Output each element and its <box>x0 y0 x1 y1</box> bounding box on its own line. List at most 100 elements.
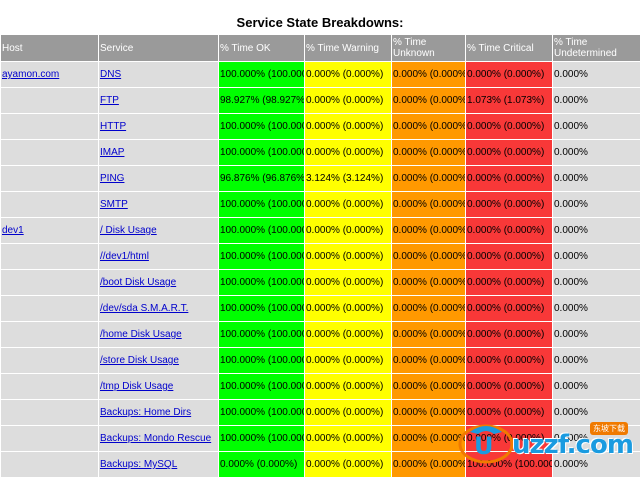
service-link[interactable]: Backups: MySQL <box>100 459 178 470</box>
cell-time-undetermined: 0.000% <box>552 243 640 270</box>
table-row: /dev/sda S.M.A.R.T.100.000% (100.000%)0.… <box>0 295 640 322</box>
cell-host: dev1 <box>0 217 99 244</box>
cell-host <box>0 321 99 348</box>
watermark-text: uzzf.com <box>512 430 634 460</box>
cell-time-warning: 0.000% (0.000%) <box>304 243 392 270</box>
cell-host <box>0 191 99 218</box>
service-link[interactable]: SMTP <box>100 199 128 210</box>
column-header-undetermined[interactable]: % Time Undetermined <box>552 34 640 62</box>
cell-time-unknown: 0.000% (0.000%) <box>391 399 466 426</box>
cell-service: SMTP <box>98 191 219 218</box>
cell-service: Backups: MySQL <box>98 451 219 478</box>
cell-time-critical: 100.000% (100.000%) <box>465 451 553 478</box>
cell-service: Backups: Mondo Rescue <box>98 425 219 452</box>
cell-service: IMAP <box>98 139 219 166</box>
cell-time-ok: 100.000% (100.000%) <box>218 217 305 244</box>
cell-time-undetermined: 0.000% <box>552 373 640 400</box>
page-title: Service State Breakdowns: <box>236 15 404 30</box>
host-link[interactable]: dev1 <box>2 225 24 236</box>
cell-time-ok: 100.000% (100.000%) <box>218 61 305 88</box>
service-link[interactable]: PING <box>100 173 125 184</box>
cell-time-ok: 98.927% (98.927%) <box>218 87 305 114</box>
cell-host <box>0 347 99 374</box>
cell-time-undetermined: 0.000% <box>552 165 640 192</box>
cell-time-critical: 0.000% (0.000%) <box>465 165 553 192</box>
cell-time-critical: 0.000% (0.000%) <box>465 61 553 88</box>
table-row: ayamon.com DNS 100.000% (100.000%) 0.000% (… <box>0 61 640 88</box>
service-link[interactable]: DNS <box>100 69 122 80</box>
cell-time-warning: 0.000% (0.000%) <box>304 425 392 452</box>
cell-service: /boot Disk Usage <box>98 269 219 296</box>
cell-time-undetermined: 0.000% <box>552 139 640 166</box>
cell-time-warning: 0.000% (0.000%) <box>304 347 392 374</box>
service-link[interactable]: //dev1/html <box>100 251 149 262</box>
cell-time-undetermined: 0.000% <box>552 191 640 218</box>
cell-time-ok: 0.000% (0.000%) <box>218 451 305 478</box>
cell-time-undetermined: 0.000% <box>552 321 640 348</box>
column-header-unknown[interactable]: % Time Unknown <box>391 34 466 62</box>
cell-time-ok: 100.000% (100.000%) <box>218 347 305 374</box>
cell-host <box>0 451 99 478</box>
service-link[interactable]: / Disk Usage <box>100 225 157 236</box>
cell-time-unknown: 0.000% (0.000%) <box>391 321 466 348</box>
watermark-badge: 东坡下载 <box>590 422 628 435</box>
cell-time-warning: 0.000% (0.000%) <box>304 321 392 348</box>
cell-time-critical: 0.000% (0.000%) <box>465 347 553 374</box>
service-link[interactable]: /dev/sda S.M.A.R.T. <box>100 303 189 314</box>
cell-service: /home Disk Usage <box>98 321 219 348</box>
cell-host <box>0 399 99 426</box>
cell-time-ok: 100.000% (100.000%) <box>218 269 305 296</box>
service-link[interactable]: /home Disk Usage <box>100 329 182 340</box>
cell-time-unknown: 0.000% (0.000%) <box>391 61 466 88</box>
cell-time-unknown: 0.000% (0.000%) <box>391 113 466 140</box>
service-link[interactable]: /boot Disk Usage <box>100 277 177 288</box>
column-header-host[interactable]: Host <box>0 34 99 62</box>
cell-time-critical: 0.000% (0.000%) <box>465 243 553 270</box>
cell-time-unknown: 0.000% (0.000%) <box>391 425 466 452</box>
cell-time-critical: 0.000% (0.000%) <box>465 217 553 244</box>
service-link[interactable]: HTTP <box>100 121 127 132</box>
cell-time-warning: 0.000% (0.000%) <box>304 451 392 478</box>
cell-time-unknown: 0.000% (0.000%) <box>391 347 466 374</box>
cell-time-critical: 0.000% (0.000%) <box>465 269 553 296</box>
cell-time-unknown: 0.000% (0.000%) <box>391 217 466 244</box>
cell-time-ok: 100.000% (100.000%) <box>218 321 305 348</box>
cell-service: DNS <box>98 61 219 88</box>
column-header-service[interactable]: Service <box>98 34 219 62</box>
service-link[interactable]: Backups: Home Dirs <box>100 407 192 418</box>
cell-time-critical: 0.000% (0.000%) <box>465 373 553 400</box>
host-link[interactable]: ayamon.com <box>2 69 60 80</box>
service-link[interactable]: /store Disk Usage <box>100 355 179 366</box>
cell-time-unknown: 0.000% (0.000%) <box>391 243 466 270</box>
cell-service: /dev/sda S.M.A.R.T. <box>98 295 219 322</box>
svg-text:U: U <box>474 432 494 460</box>
cell-time-undetermined: 0.000% <box>552 295 640 322</box>
watermark: U uzzf.com 东坡下载 <box>456 412 636 474</box>
cell-host <box>0 295 99 322</box>
cell-service: PING <box>98 165 219 192</box>
table-header-row: Host Service % Time OK % Time Warning % … <box>0 34 640 62</box>
cell-host <box>0 113 99 140</box>
service-link[interactable]: Backups: Mondo Rescue <box>100 433 212 444</box>
column-header-critical[interactable]: % Time Critical <box>465 34 553 62</box>
column-header-ok[interactable]: % Time OK <box>218 34 305 62</box>
cell-time-critical: 0.000% (0.000%) <box>465 295 553 322</box>
column-header-warning[interactable]: % Time Warning <box>304 34 392 62</box>
cell-time-ok: 96.876% (96.876%) <box>218 165 305 192</box>
service-link[interactable]: /tmp Disk Usage <box>100 381 174 392</box>
uzzf-logo-icon: U <box>458 424 514 464</box>
table-row: /boot Disk Usage 100.000% (100.000%) 0.000… <box>0 269 640 296</box>
cell-time-undetermined: 0.000% <box>552 269 640 296</box>
cell-time-warning: 0.000% (0.000%) <box>304 191 392 218</box>
cell-time-critical: 0.000% (0.000%) <box>465 399 553 426</box>
table-row: dev1 / Disk Usage 100.000% (100.000%) 0.000… <box>0 217 640 244</box>
cell-host <box>0 87 99 114</box>
service-link[interactable]: IMAP <box>100 147 125 158</box>
table-row: Backups: Mondo Rescue 100.000% (100.000%)… <box>0 425 640 452</box>
cell-time-undetermined: 0.000% <box>552 61 640 88</box>
service-link[interactable]: FTP <box>100 95 119 106</box>
